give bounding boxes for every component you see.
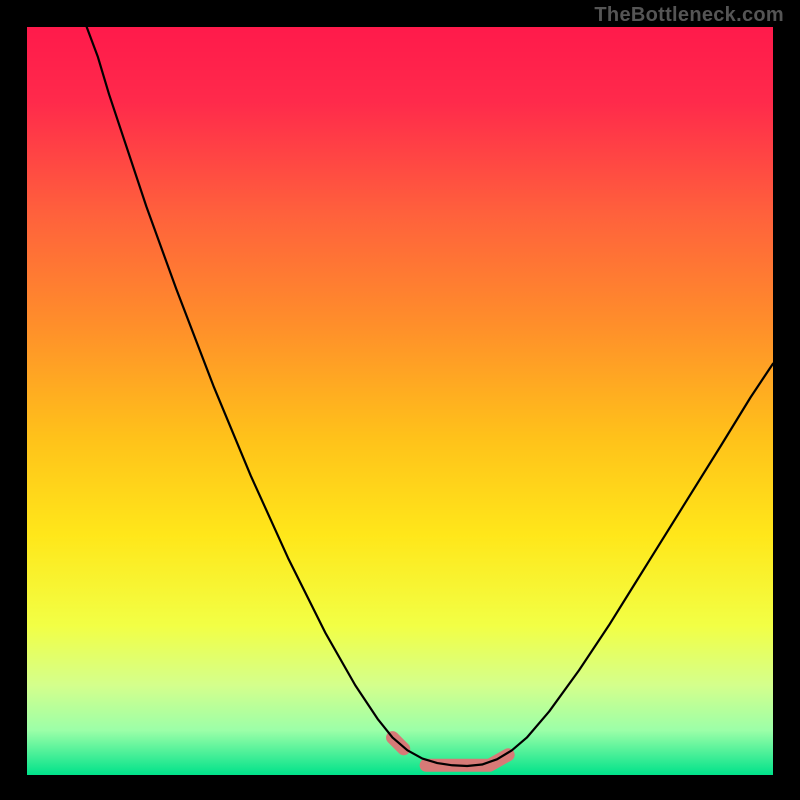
chart-canvas: TheBottleneck.com bbox=[0, 0, 800, 800]
plot-area bbox=[27, 27, 773, 775]
watermark-text: TheBottleneck.com bbox=[594, 4, 784, 27]
plot-background bbox=[27, 27, 773, 775]
plot-svg bbox=[27, 27, 773, 775]
